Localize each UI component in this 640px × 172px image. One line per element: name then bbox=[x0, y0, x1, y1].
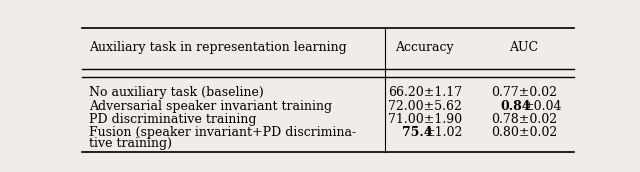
Text: 0.80±0.02: 0.80±0.02 bbox=[491, 126, 557, 139]
Text: AUC: AUC bbox=[509, 41, 538, 54]
Text: ±1.02: ±1.02 bbox=[424, 126, 463, 139]
Text: No auxiliary task (baseline): No auxiliary task (baseline) bbox=[89, 86, 264, 99]
Text: Fusion (speaker invariant+PD discrimina-: Fusion (speaker invariant+PD discrimina- bbox=[89, 126, 356, 139]
Text: tive training): tive training) bbox=[89, 137, 172, 150]
Text: Auxiliary task in representation learning: Auxiliary task in representation learnin… bbox=[89, 41, 347, 54]
Text: 0.77±0.02: 0.77±0.02 bbox=[491, 86, 557, 99]
Text: ±0.04: ±0.04 bbox=[524, 100, 562, 112]
Text: 0.84: 0.84 bbox=[500, 100, 531, 112]
Text: 72.00±5.62: 72.00±5.62 bbox=[388, 100, 461, 112]
Text: PD discriminative training: PD discriminative training bbox=[89, 113, 257, 126]
Text: 66.20±1.17: 66.20±1.17 bbox=[388, 86, 462, 99]
Text: 0.78±0.02: 0.78±0.02 bbox=[491, 113, 557, 126]
Text: 75.4: 75.4 bbox=[401, 126, 432, 139]
Text: Accuracy: Accuracy bbox=[396, 41, 454, 54]
Text: Adversarial speaker invariant training: Adversarial speaker invariant training bbox=[89, 100, 332, 112]
Text: 71.00±1.90: 71.00±1.90 bbox=[388, 113, 462, 126]
